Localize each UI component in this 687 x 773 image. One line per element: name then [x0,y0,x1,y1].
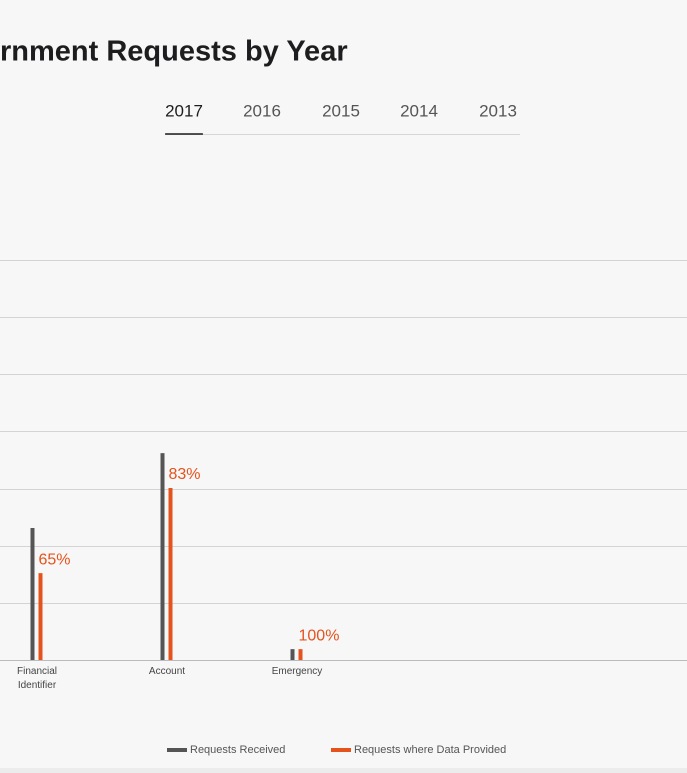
year-tab[interactable]: 2017 [165,101,203,120]
bar [290,649,295,660]
bar [30,528,35,660]
year-tab[interactable]: 2016 [243,101,281,120]
x-tick-label: Account [148,666,186,677]
value-label: 83% [169,466,201,483]
footer-strip [0,768,687,773]
bar [298,649,303,660]
year-tab[interactable]: 2013 [479,101,517,120]
year-tab[interactable]: 2015 [322,101,360,120]
bar [160,453,165,660]
chart-title: rnment Requests by Year [0,36,348,68]
year-tab[interactable]: 2014 [400,101,438,120]
legend-label: Requests where Data Provided [354,744,506,756]
x-tick-label: Emergency [271,666,323,677]
value-label: 65% [39,551,71,568]
value-label: 100% [299,627,340,644]
bar [38,573,43,660]
legend-swatch [167,748,187,752]
x-tick-label: Financial Identifier [16,666,58,691]
legend-label: Requests Received [190,744,285,756]
legend-swatch [331,748,351,752]
bar [168,488,173,660]
